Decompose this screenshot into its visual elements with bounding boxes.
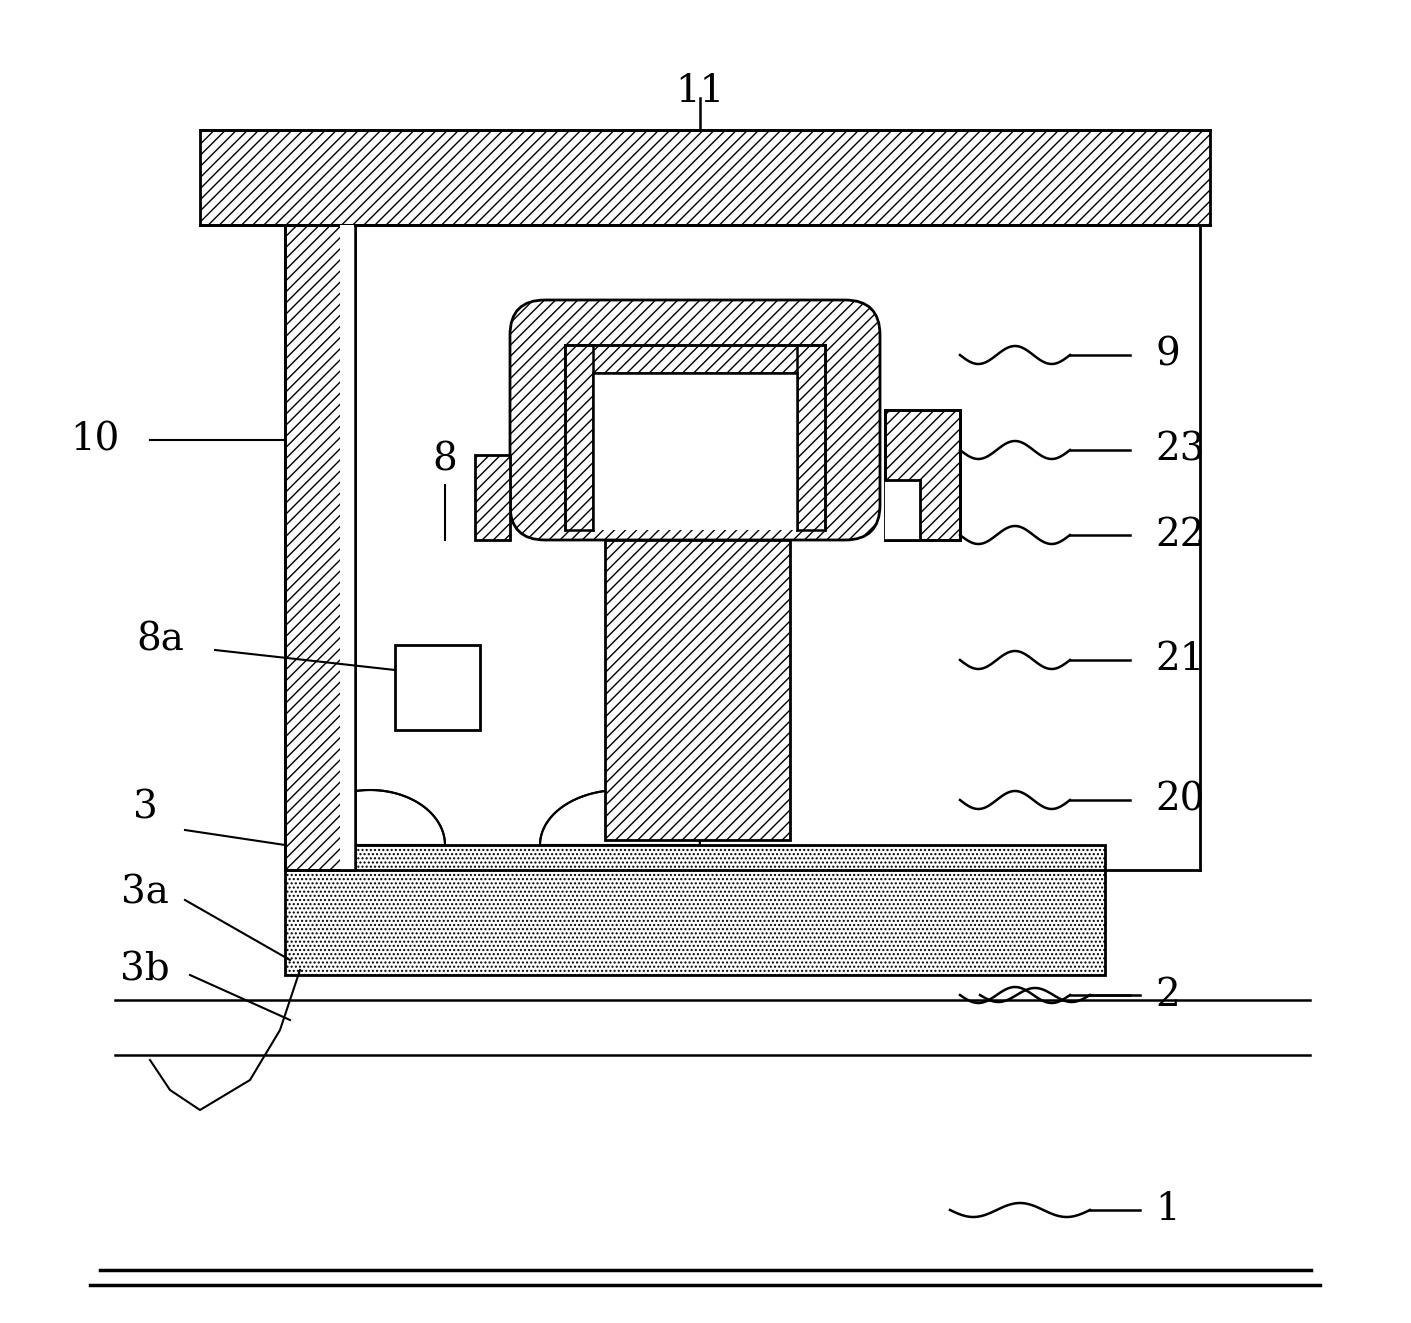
Text: 1: 1 [1156,1192,1180,1229]
Bar [564,345,825,373]
FancyBboxPatch shape [509,300,880,540]
Bar [340,225,356,871]
Text: 2: 2 [1156,976,1180,1013]
Bar [797,345,825,531]
Polygon shape [540,790,700,845]
Polygon shape [295,790,444,845]
Text: 23: 23 [1156,431,1205,468]
Text: 8a: 8a [135,622,183,659]
Bar [885,480,920,540]
Text: 9: 9 [1156,336,1180,373]
Text: 20: 20 [1156,782,1205,819]
Text: 21: 21 [1156,642,1205,679]
Text: 3: 3 [133,790,158,827]
Text: 3b: 3b [120,951,169,988]
Text: 3a: 3a [121,875,169,912]
Text: 10: 10 [71,422,120,459]
Bar [564,345,593,531]
Bar [605,540,790,840]
Bar [356,225,1199,871]
Bar [395,646,480,730]
Bar [285,845,1105,975]
Bar [885,410,959,540]
Bar [200,130,1211,225]
Text: 22: 22 [1156,516,1205,553]
Bar [593,373,797,531]
Bar [476,455,509,540]
Text: 11: 11 [676,74,725,111]
Bar [285,225,356,871]
Text: 8: 8 [433,442,457,479]
